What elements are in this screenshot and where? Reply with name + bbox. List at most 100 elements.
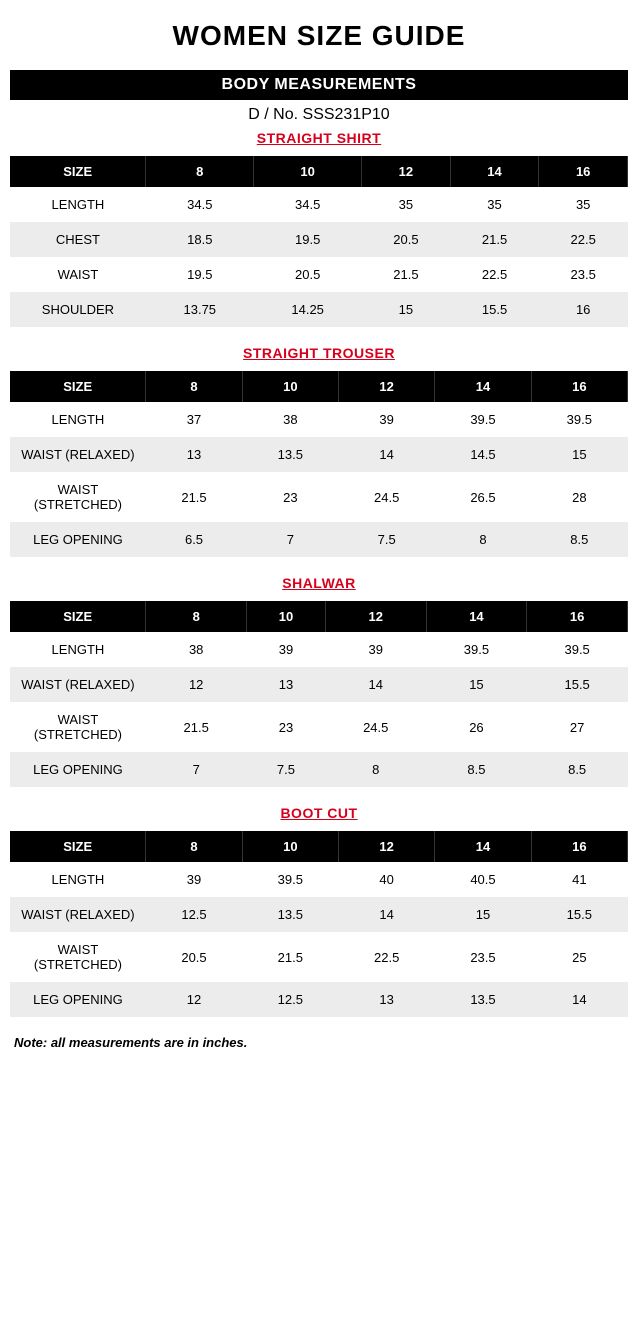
measurement-cell: 14.25	[254, 292, 362, 327]
size-header: 8	[146, 156, 254, 187]
measurement-cell: 23.5	[539, 257, 628, 292]
footnote: Note: all measurements are in inches.	[10, 1035, 628, 1050]
size-table: SIZE810121416LENGTH3939.54040.541WAIST (…	[10, 831, 628, 1017]
measurement-cell: 12	[146, 982, 242, 1017]
size-header: 14	[435, 831, 531, 862]
size-header-label: SIZE	[10, 156, 146, 187]
measurement-cell: 8.5	[426, 752, 527, 787]
table-row: WAIST (RELAXED)1213141515.5	[10, 667, 628, 702]
measurement-cell: 14	[339, 437, 435, 472]
measurement-cell: 35	[362, 187, 451, 222]
measurement-cell: 15	[531, 437, 627, 472]
measurement-cell: 15.5	[450, 292, 539, 327]
measurement-cell: 26.5	[435, 472, 531, 522]
table-row: CHEST18.519.520.521.522.5	[10, 222, 628, 257]
measurement-cell: 6.5	[146, 522, 242, 557]
measurement-cell: 27	[527, 702, 628, 752]
measurement-cell: 23.5	[435, 932, 531, 982]
measurement-cell: 13.75	[146, 292, 254, 327]
table-title: STRAIGHT SHIRT	[10, 130, 628, 146]
measurement-cell: 8	[435, 522, 531, 557]
measurement-cell: 21.5	[146, 472, 242, 522]
measurement-cell: 20.5	[254, 257, 362, 292]
measurement-cell: 34.5	[254, 187, 362, 222]
table-title: BOOT CUT	[10, 805, 628, 821]
table-row: LEG OPENING1212.51313.514	[10, 982, 628, 1017]
size-header: 14	[435, 371, 531, 402]
measurement-cell: 19.5	[254, 222, 362, 257]
measurement-cell: 22.5	[450, 257, 539, 292]
measurement-cell: 22.5	[539, 222, 628, 257]
row-label: LENGTH	[10, 632, 146, 667]
measurement-cell: 38	[146, 632, 247, 667]
row-label: WAIST (STRETCHED)	[10, 932, 146, 982]
size-header: 12	[339, 831, 435, 862]
table-row: WAIST (STRETCHED)20.521.522.523.525	[10, 932, 628, 982]
table-row: LENGTH37383939.539.5	[10, 402, 628, 437]
measurement-cell: 8.5	[531, 522, 627, 557]
size-header: 10	[247, 601, 326, 632]
size-header: 12	[339, 371, 435, 402]
measurement-cell: 7.5	[247, 752, 326, 787]
table-title: SHALWAR	[10, 575, 628, 591]
measurement-cell: 39	[339, 402, 435, 437]
size-header: 12	[325, 601, 426, 632]
table-row: LEG OPENING6.577.588.5	[10, 522, 628, 557]
measurement-cell: 24.5	[339, 472, 435, 522]
size-header: 10	[242, 371, 338, 402]
table-row: WAIST19.520.521.522.523.5	[10, 257, 628, 292]
size-header: 14	[450, 156, 539, 187]
table-row: WAIST (RELAXED)1313.51414.515	[10, 437, 628, 472]
row-label: LEG OPENING	[10, 752, 146, 787]
measurement-cell: 25	[531, 932, 627, 982]
measurement-cell: 13	[146, 437, 242, 472]
tables-container: STRAIGHT SHIRTSIZE810121416LENGTH34.534.…	[10, 130, 628, 1017]
measurement-cell: 38	[242, 402, 338, 437]
size-header: 8	[146, 831, 242, 862]
measurement-cell: 21.5	[362, 257, 451, 292]
row-label: WAIST (RELAXED)	[10, 437, 146, 472]
measurement-cell: 35	[450, 187, 539, 222]
measurement-cell: 14	[325, 667, 426, 702]
table-row: WAIST (STRETCHED)21.52324.526.528	[10, 472, 628, 522]
measurement-cell: 15.5	[531, 897, 627, 932]
measurement-cell: 16	[539, 292, 628, 327]
row-label: WAIST (RELAXED)	[10, 897, 146, 932]
measurement-cell: 39.5	[531, 402, 627, 437]
measurement-cell: 7	[242, 522, 338, 557]
measurement-cell: 39.5	[527, 632, 628, 667]
measurement-cell: 39	[146, 862, 242, 897]
measurement-cell: 15.5	[527, 667, 628, 702]
table-row: LENGTH38393939.539.5	[10, 632, 628, 667]
measurement-cell: 13	[339, 982, 435, 1017]
measurement-cell: 37	[146, 402, 242, 437]
size-header: 10	[242, 831, 338, 862]
size-header: 14	[426, 601, 527, 632]
table-row: WAIST (RELAXED)12.513.5141515.5	[10, 897, 628, 932]
row-label: WAIST	[10, 257, 146, 292]
row-label: LEG OPENING	[10, 522, 146, 557]
table-row: LENGTH3939.54040.541	[10, 862, 628, 897]
measurement-cell: 22.5	[339, 932, 435, 982]
row-label: WAIST (STRETCHED)	[10, 472, 146, 522]
row-label: CHEST	[10, 222, 146, 257]
measurement-cell: 23	[247, 702, 326, 752]
measurement-cell: 24.5	[325, 702, 426, 752]
size-header: 16	[527, 601, 628, 632]
measurement-cell: 13.5	[242, 897, 338, 932]
table-row: LEG OPENING77.588.58.5	[10, 752, 628, 787]
table-row: LENGTH34.534.5353535	[10, 187, 628, 222]
measurement-cell: 12	[146, 667, 247, 702]
measurement-cell: 28	[531, 472, 627, 522]
row-label: LENGTH	[10, 402, 146, 437]
size-table: SIZE810121416LENGTH37383939.539.5WAIST (…	[10, 371, 628, 557]
size-header: 16	[531, 831, 627, 862]
measurement-cell: 13.5	[242, 437, 338, 472]
page-title: WOMEN SIZE GUIDE	[10, 20, 628, 52]
measurement-cell: 21.5	[242, 932, 338, 982]
table-title: STRAIGHT TROUSER	[10, 345, 628, 361]
measurement-cell: 34.5	[146, 187, 254, 222]
measurement-cell: 13	[247, 667, 326, 702]
measurement-cell: 39.5	[435, 402, 531, 437]
measurement-cell: 39	[325, 632, 426, 667]
